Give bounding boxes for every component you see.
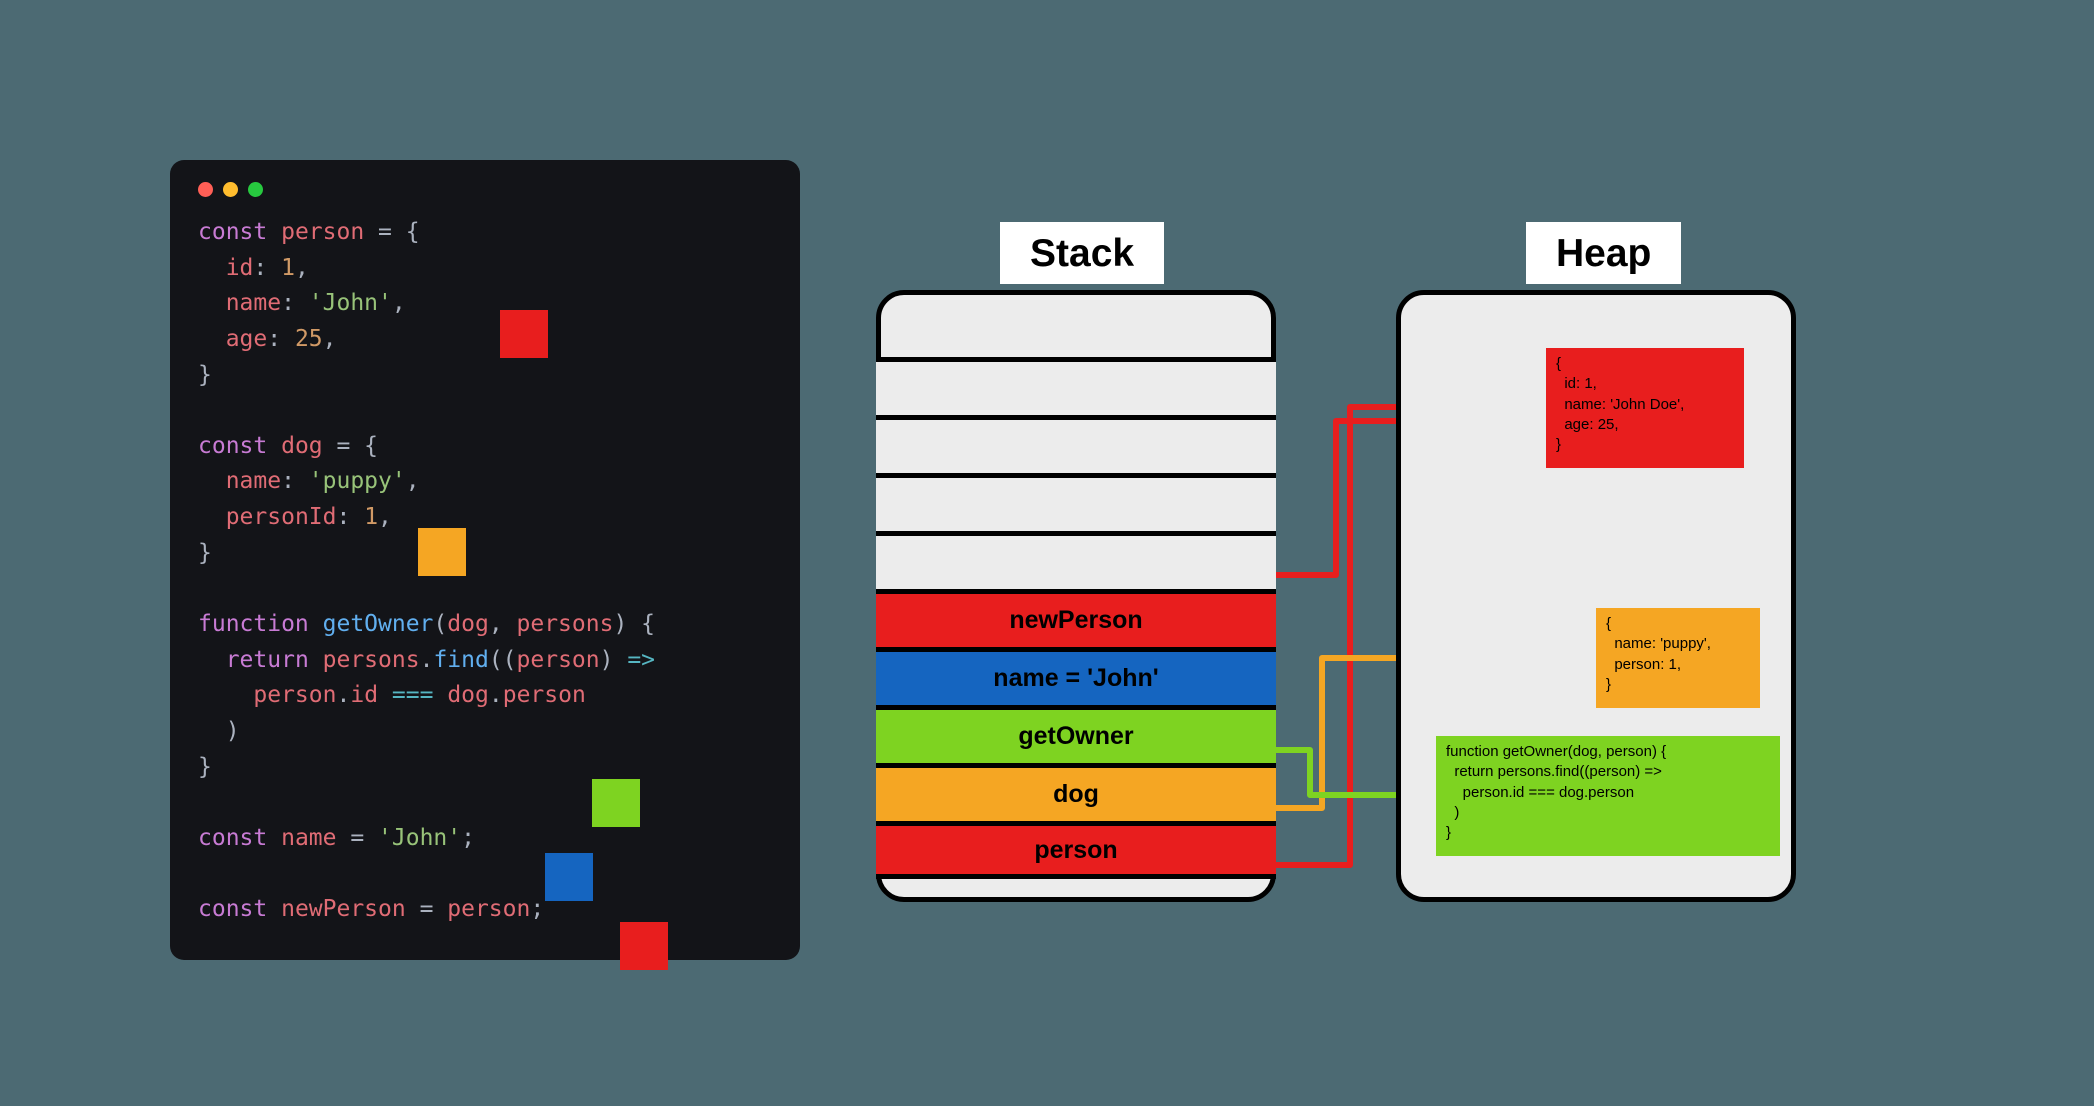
minimize-icon xyxy=(223,182,238,197)
stack-row: getOwner xyxy=(876,705,1276,763)
heap-item: { id: 1, name: 'John Doe', age: 25, } xyxy=(1546,348,1744,468)
color-square xyxy=(500,310,548,358)
stack-row: newPerson xyxy=(876,589,1276,647)
color-square xyxy=(418,528,466,576)
heap-item: function getOwner(dog, person) { return … xyxy=(1436,736,1780,856)
traffic-lights xyxy=(198,182,772,197)
stack-row: person xyxy=(876,821,1276,879)
stack-row xyxy=(876,415,1276,473)
stack-row xyxy=(876,531,1276,589)
stack-row xyxy=(876,473,1276,531)
close-icon xyxy=(198,182,213,197)
color-square xyxy=(620,922,668,970)
code-block: const person = { id: 1, name: 'John', ag… xyxy=(198,215,772,928)
heap-item: { name: 'puppy', person: 1, } xyxy=(1596,608,1760,708)
stack-label: Stack xyxy=(1000,222,1164,284)
color-square xyxy=(545,853,593,901)
stack-rows: persondoggetOwnername = 'John'newPerson xyxy=(876,357,1276,879)
stack-row: name = 'John' xyxy=(876,647,1276,705)
maximize-icon xyxy=(248,182,263,197)
stack-panel: persondoggetOwnername = 'John'newPerson xyxy=(876,290,1276,902)
stack-row: dog xyxy=(876,763,1276,821)
color-square xyxy=(592,779,640,827)
stack-row xyxy=(876,357,1276,415)
code-window: const person = { id: 1, name: 'John', ag… xyxy=(170,160,800,960)
heap-label: Heap xyxy=(1526,222,1681,284)
